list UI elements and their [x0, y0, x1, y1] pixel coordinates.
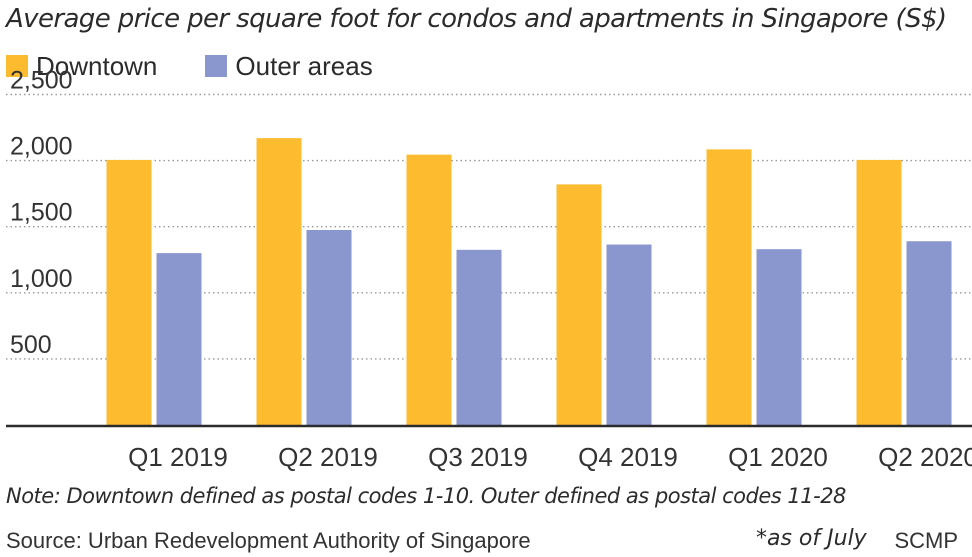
bar-downtown-q1-2020: [706, 149, 752, 425]
bar-outer-areas-q2-2020: [906, 241, 952, 425]
bar-downtown-q2-2020: [856, 159, 902, 425]
y-tick-label-500: 500: [10, 331, 52, 359]
x-tick-label: Q1 2019: [128, 442, 228, 472]
y-tick-label-2500: 2,500: [10, 67, 73, 95]
y-tick-label-2000: 2,000: [10, 133, 73, 161]
bar-outer-areas-q1-2020: [756, 249, 802, 425]
bar-outer-areas-q4-2019: [606, 244, 652, 425]
bar-downtown-q1-2019: [106, 159, 152, 425]
legend-swatch-downtown: [6, 55, 28, 77]
bar-downtown-q2-2019: [256, 138, 302, 425]
legend-item-downtown: Downtown: [6, 51, 157, 82]
legend-swatch-outer-areas: [205, 55, 228, 77]
y-tick-label-1500: 1,500: [10, 199, 73, 227]
bar-outer-areas-q1-2019: [156, 253, 202, 425]
chart-legend: Downtown Outer areas: [6, 50, 421, 82]
as-of-note: *as of July: [756, 526, 867, 551]
bar-outer-areas-q2-2019: [306, 230, 352, 425]
bar-downtown-q3-2019: [406, 154, 452, 425]
legend-item-outer-areas: Outer areas: [205, 50, 373, 82]
chart-note: Note: Downtown defined as postal codes 1…: [6, 484, 846, 508]
x-tick-label: Q2 2020: [878, 442, 972, 472]
legend-label-outer-areas: Outer areas: [235, 50, 373, 81]
x-tick-label: Q2 2019: [278, 442, 378, 472]
y-tick-label-1000: 1,000: [10, 265, 73, 293]
bar-outer-areas-q3-2019: [456, 249, 502, 425]
x-tick-label: Q1 2020: [728, 442, 828, 472]
publisher-credit: SCMP: [894, 528, 958, 553]
source-credit: Source: Urban Redevelopment Authority of…: [6, 528, 531, 553]
x-tick-label: Q4 2019: [578, 442, 678, 472]
chart-title: Average price per square foot for condos…: [6, 4, 947, 34]
legend-label-downtown: Downtown: [36, 50, 158, 81]
x-tick-label: Q3 2019: [428, 442, 528, 472]
bar-downtown-q4-2019: [556, 184, 602, 425]
